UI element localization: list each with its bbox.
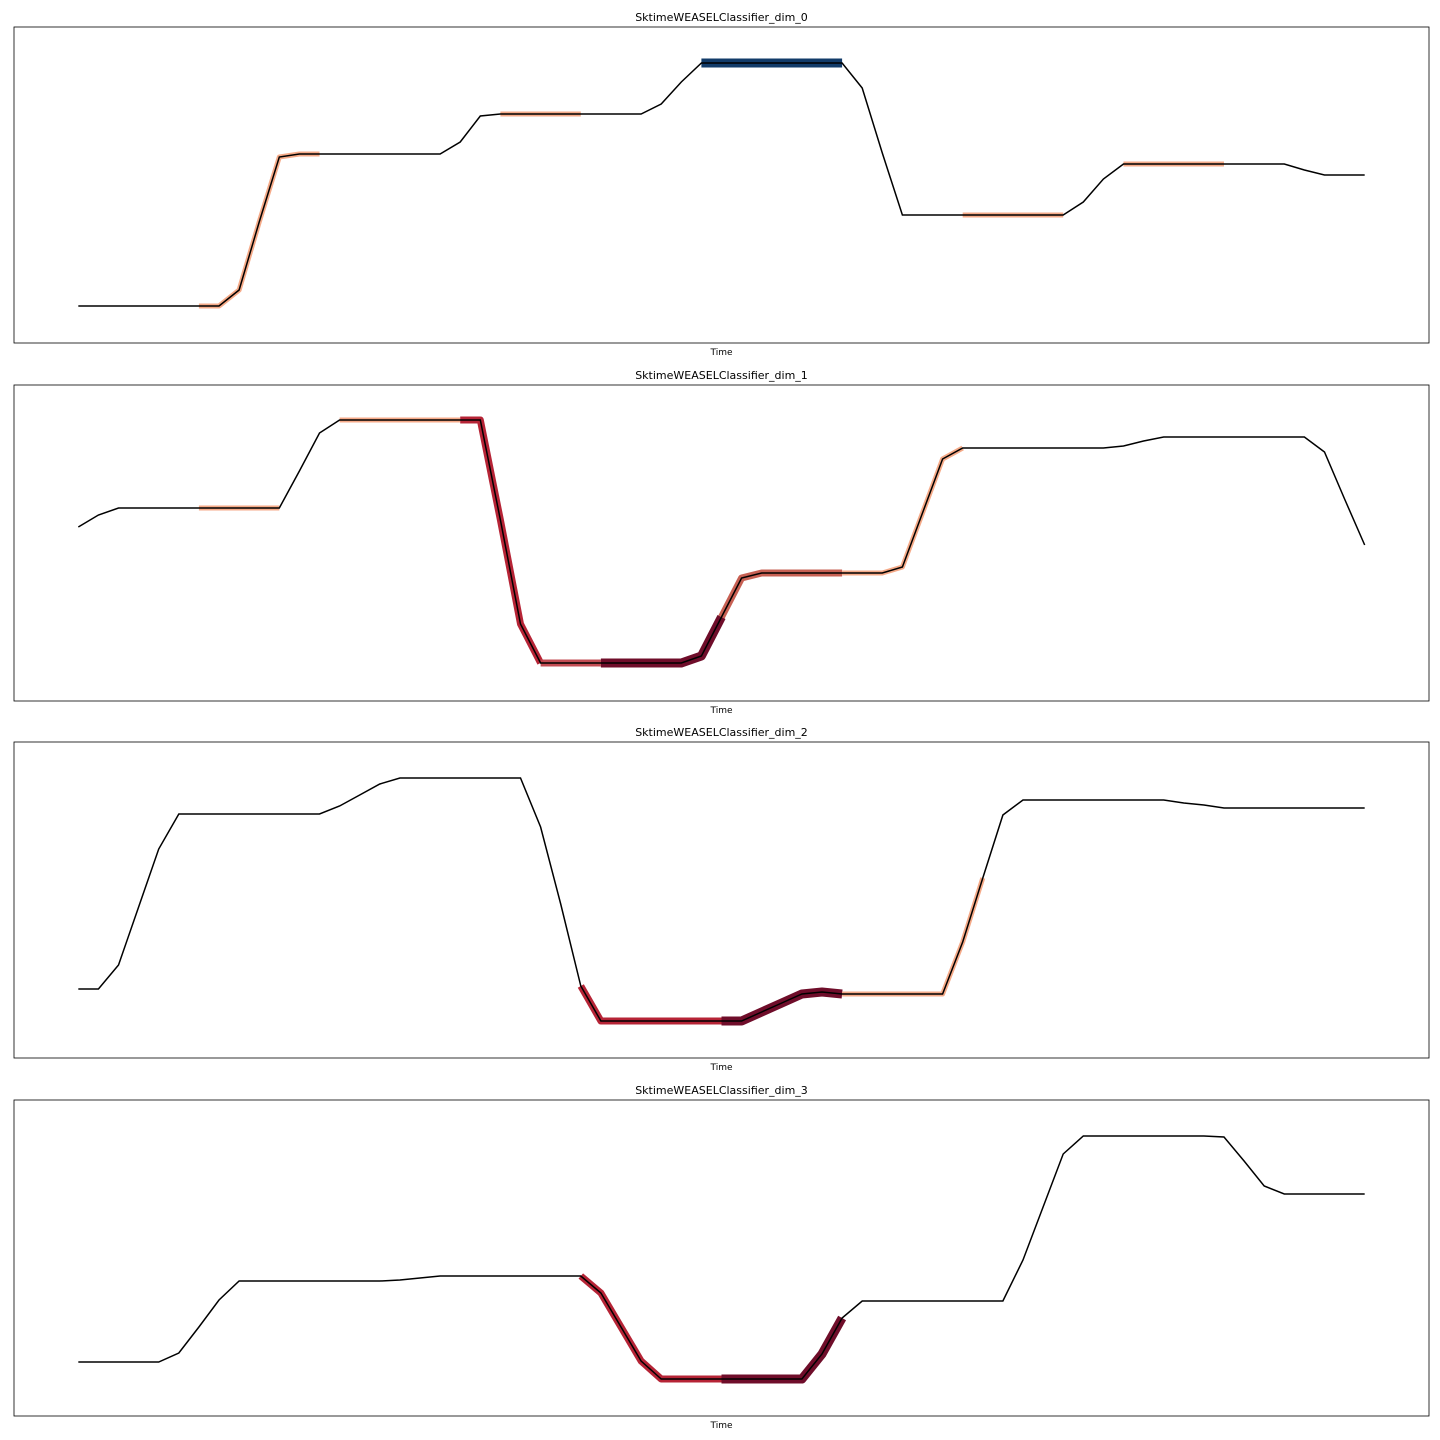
plot-frame xyxy=(13,741,1430,1059)
highlight-segment xyxy=(718,569,843,619)
highlight-segment xyxy=(460,416,544,665)
series-line xyxy=(78,1135,1365,1380)
x-axis-label: Time xyxy=(709,348,732,358)
subplot: SktimeWEASELClassifier_dim_3 Time xyxy=(13,1084,1430,1431)
subplot-title: SktimeWEASELClassifier_dim_1 xyxy=(635,369,808,382)
subplot-title: SktimeWEASELClassifier_dim_3 xyxy=(635,1084,808,1097)
highlight-segment xyxy=(577,984,722,1025)
highlight-segment xyxy=(721,987,843,1026)
subplot: SktimeWEASELClassifier_dim_2 Time xyxy=(13,726,1430,1073)
plot-frame xyxy=(13,1099,1430,1417)
x-axis-label: Time xyxy=(709,706,732,716)
subplot: SktimeWEASELClassifier_dim_1 Time xyxy=(13,369,1430,716)
series-line xyxy=(78,62,1365,307)
highlight-segment xyxy=(578,1273,722,1383)
highlight-segment xyxy=(842,877,986,997)
subplot-title: SktimeWEASELClassifier_dim_0 xyxy=(635,11,808,24)
series-line xyxy=(78,777,1365,1022)
highlight-segment xyxy=(721,1315,847,1384)
plot-frame xyxy=(13,26,1430,344)
x-axis-label: Time xyxy=(709,1063,732,1073)
highlight-segment xyxy=(842,445,964,576)
highlight-segment xyxy=(600,614,726,668)
series-line xyxy=(77,419,1366,664)
x-axis-label: Time xyxy=(709,1421,732,1431)
highlight-segment xyxy=(198,151,320,309)
subplot-title: SktimeWEASELClassifier_dim_2 xyxy=(635,726,808,739)
subplot: SktimeWEASELClassifier_dim_0 Time xyxy=(13,11,1430,358)
plot-frame xyxy=(13,384,1430,702)
